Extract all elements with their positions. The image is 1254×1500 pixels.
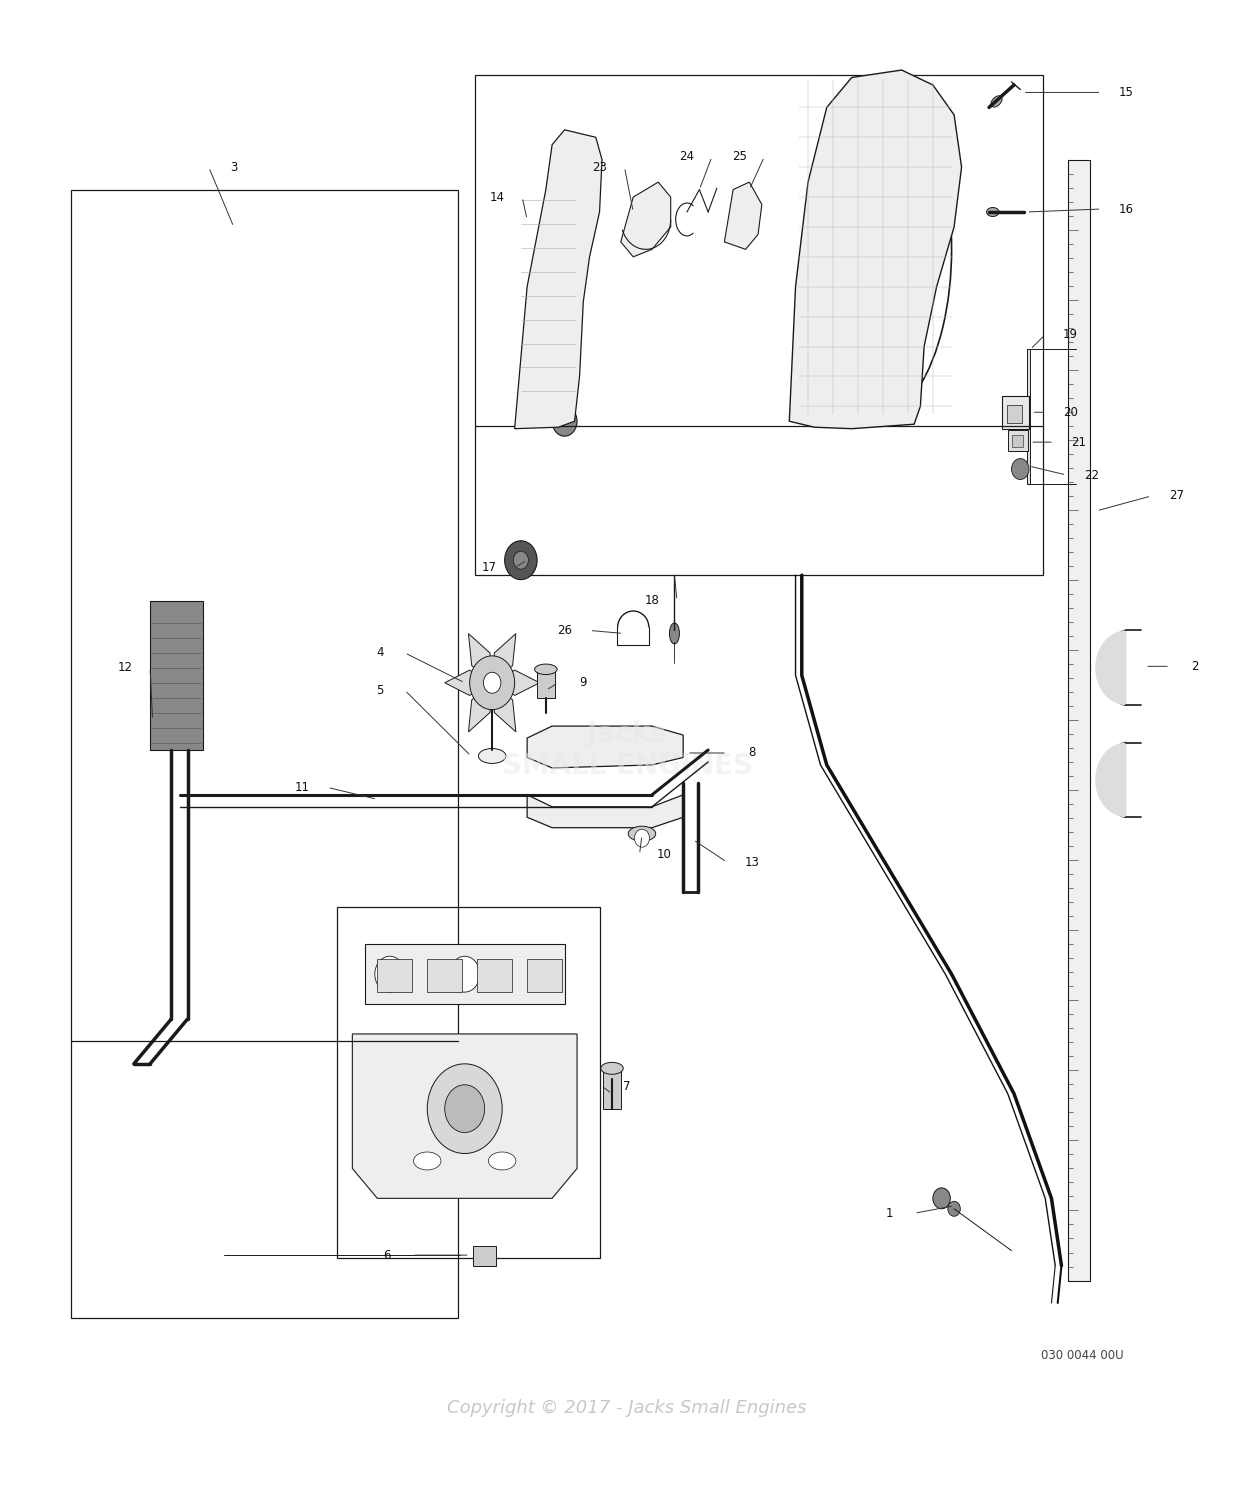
- Polygon shape: [365, 945, 564, 1004]
- Bar: [527, 958, 562, 992]
- Polygon shape: [527, 795, 683, 828]
- Ellipse shape: [987, 207, 999, 216]
- Text: 27: 27: [1169, 489, 1184, 502]
- Circle shape: [504, 542, 537, 579]
- Bar: [377, 958, 413, 992]
- Circle shape: [484, 672, 500, 693]
- Text: 16: 16: [1119, 202, 1134, 216]
- Polygon shape: [492, 670, 539, 696]
- Text: 3: 3: [229, 160, 237, 174]
- Text: 24: 24: [680, 150, 695, 164]
- Text: 22: 22: [1083, 468, 1099, 482]
- Polygon shape: [445, 670, 492, 696]
- Circle shape: [375, 956, 405, 992]
- Text: 1: 1: [885, 1208, 893, 1219]
- Ellipse shape: [534, 664, 557, 675]
- Text: 18: 18: [645, 594, 660, 608]
- Text: 17: 17: [483, 561, 497, 574]
- Text: Jacks
SMALL ENGINES: Jacks SMALL ENGINES: [502, 720, 752, 780]
- Text: Copyright © 2017 - Jacks Small Engines: Copyright © 2017 - Jacks Small Engines: [448, 1398, 806, 1416]
- Text: 19: 19: [1062, 328, 1077, 340]
- Circle shape: [428, 1064, 502, 1154]
- Bar: [428, 958, 463, 992]
- Text: 23: 23: [592, 160, 607, 174]
- Text: 13: 13: [745, 855, 759, 868]
- Circle shape: [635, 830, 650, 848]
- Polygon shape: [725, 182, 762, 249]
- Wedge shape: [1095, 630, 1126, 705]
- Bar: [1002, 396, 1030, 429]
- Text: 030 0044 00U: 030 0044 00U: [1042, 1348, 1124, 1362]
- Wedge shape: [1095, 742, 1126, 818]
- Circle shape: [445, 1084, 485, 1132]
- Bar: [603, 1071, 621, 1108]
- Text: 26: 26: [557, 624, 572, 638]
- Circle shape: [552, 406, 577, 436]
- Text: 2: 2: [1191, 660, 1199, 674]
- Circle shape: [948, 1202, 961, 1216]
- Text: 6: 6: [384, 1248, 391, 1262]
- Text: 9: 9: [579, 676, 587, 690]
- Circle shape: [470, 656, 514, 710]
- Polygon shape: [789, 70, 962, 429]
- Bar: [475, 75, 1043, 574]
- Ellipse shape: [601, 1062, 623, 1074]
- Polygon shape: [514, 130, 602, 429]
- Bar: [1027, 350, 1031, 484]
- Bar: [1067, 159, 1090, 1281]
- Polygon shape: [621, 182, 671, 256]
- Polygon shape: [469, 682, 492, 732]
- Bar: [71, 189, 459, 1318]
- Bar: [1008, 430, 1028, 451]
- Bar: [150, 600, 203, 750]
- Circle shape: [933, 1188, 951, 1209]
- Bar: [337, 908, 599, 1258]
- Text: 5: 5: [376, 684, 384, 696]
- Text: 7: 7: [623, 1080, 631, 1092]
- Ellipse shape: [479, 748, 505, 764]
- Bar: [474, 1246, 495, 1266]
- Polygon shape: [492, 682, 515, 732]
- Bar: [1012, 435, 1023, 447]
- Text: 10: 10: [657, 847, 672, 861]
- Bar: [537, 670, 554, 698]
- Circle shape: [513, 550, 528, 568]
- Text: 25: 25: [732, 150, 747, 164]
- Ellipse shape: [488, 1152, 515, 1170]
- Text: 8: 8: [749, 747, 755, 759]
- Ellipse shape: [991, 96, 1002, 106]
- Text: 20: 20: [1062, 406, 1077, 418]
- Text: 12: 12: [118, 662, 133, 675]
- Polygon shape: [527, 726, 683, 768]
- Circle shape: [450, 956, 480, 992]
- Ellipse shape: [414, 1152, 441, 1170]
- Text: 4: 4: [376, 646, 384, 660]
- Circle shape: [1012, 459, 1030, 480]
- Text: 21: 21: [1071, 435, 1086, 448]
- Text: 15: 15: [1119, 86, 1134, 99]
- Ellipse shape: [670, 622, 680, 644]
- Polygon shape: [469, 633, 492, 682]
- Text: 14: 14: [489, 190, 504, 204]
- Ellipse shape: [628, 827, 656, 842]
- Bar: [478, 958, 512, 992]
- Polygon shape: [352, 1034, 577, 1199]
- Text: 11: 11: [295, 782, 310, 794]
- Bar: [1007, 405, 1022, 423]
- Polygon shape: [492, 633, 515, 682]
